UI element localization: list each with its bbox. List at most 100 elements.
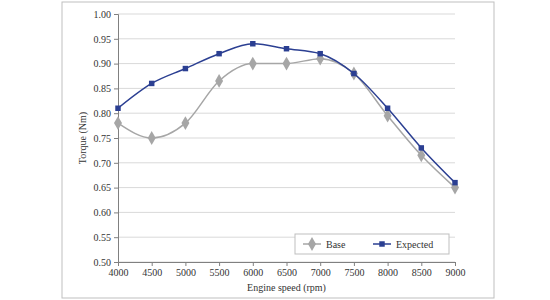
x-tick-mark	[185, 262, 186, 266]
x-tick: 5000	[176, 262, 196, 278]
x-tick: 4000	[109, 262, 129, 278]
series-marker	[181, 116, 189, 130]
y-tick: 0.90	[94, 58, 119, 69]
y-tick: 0.80	[94, 108, 119, 119]
y-tick-label: 0.95	[94, 34, 112, 45]
y-tick: 0.50	[94, 257, 119, 268]
y-tick-mark	[114, 14, 118, 15]
series-marker	[215, 74, 223, 88]
y-tick-mark	[114, 138, 118, 139]
y-tick: 0.55	[94, 232, 119, 243]
grid-line	[118, 38, 455, 39]
grid-line	[118, 187, 455, 188]
y-tick: 0.95	[94, 34, 119, 45]
y-tick: 0.70	[94, 158, 119, 169]
series-marker	[351, 71, 356, 76]
legend-entry: Expected	[373, 239, 433, 250]
x-tick: 4500	[142, 262, 162, 278]
x-tick-label: 6000	[243, 267, 263, 278]
x-tick-mark	[354, 262, 355, 266]
x-tick: 6000	[243, 262, 263, 278]
y-tick-mark	[114, 212, 118, 213]
x-tick-label: 4000	[109, 267, 129, 278]
series-marker	[452, 180, 457, 185]
x-tick-mark	[287, 262, 288, 266]
x-tick-mark	[152, 262, 153, 266]
grid	[118, 14, 455, 262]
series-marker	[419, 145, 424, 150]
series-marker	[249, 57, 257, 71]
legend: Base Expected	[295, 234, 449, 254]
y-tick: 0.65	[94, 182, 119, 193]
y-tick: 1.00	[94, 9, 119, 20]
y-tick-mark	[114, 188, 118, 189]
series-marker	[283, 57, 291, 71]
x-tick-mark	[253, 262, 254, 266]
y-axis-title: Torque (Nm)	[77, 112, 89, 164]
x-tick: 9000	[446, 262, 466, 278]
series-marker	[317, 51, 322, 56]
legend-box	[295, 234, 449, 254]
grid-line	[118, 88, 455, 89]
series-marker	[451, 181, 459, 195]
y-tick-mark	[114, 88, 118, 89]
x-tick-label: 9000	[446, 267, 466, 278]
x-tick: 6500	[277, 262, 297, 278]
grid-line	[118, 162, 455, 163]
y-tick-label: 0.75	[94, 133, 112, 144]
y-axis-line	[114, 15, 119, 263]
y-tick-label: 0.70	[94, 158, 112, 169]
y-tick-mark	[114, 64, 118, 65]
x-tick-label: 4500	[142, 267, 162, 278]
y-tick: 0.75	[94, 133, 119, 144]
y-tick-mark	[114, 262, 118, 263]
legend-label: Base	[326, 239, 346, 250]
series-marker	[148, 131, 156, 145]
grid-line	[118, 138, 455, 139]
x-tick-label: 5000	[176, 267, 196, 278]
series-line	[118, 59, 455, 188]
y-tick-mark	[114, 39, 118, 40]
x-tick: 7000	[311, 262, 331, 278]
y-tick-label: 0.90	[94, 58, 112, 69]
series-marker	[385, 106, 390, 111]
series-marker	[149, 81, 154, 86]
legend-entry: Base	[303, 237, 346, 251]
grid-line	[118, 113, 455, 114]
y-tick-label: 0.80	[94, 108, 112, 119]
legend-marker	[308, 237, 316, 251]
marks	[114, 41, 459, 194]
series-marker	[350, 67, 358, 81]
x-axis-line	[119, 263, 456, 267]
y-tick-label: 0.65	[94, 182, 112, 193]
grid-line	[118, 212, 455, 213]
x-axis-title: Engine speed (rpm)	[247, 282, 326, 294]
y-tick-label: 0.85	[94, 83, 112, 94]
chart: 0.50 0.55 0.60 0.65 0.70 0.75 0.80 0.85 0.90 0.95…	[0, 0, 550, 300]
series-marker	[216, 51, 221, 56]
series-line	[118, 44, 455, 183]
series-marker	[250, 41, 255, 46]
x-tick-mark	[455, 262, 456, 266]
series-marker	[114, 116, 122, 130]
y-tick-mark	[114, 163, 118, 164]
x-tick-mark	[219, 262, 220, 266]
chart-frame	[62, 2, 494, 298]
x-tick-mark	[320, 262, 321, 266]
y-tick: 0.60	[94, 207, 119, 218]
plot: 0.50 0.55 0.60 0.65 0.70 0.75 0.80 0.85 0.90 0.95…	[94, 9, 466, 278]
x-tick-label: 8500	[412, 267, 432, 278]
x-tick: 8500	[412, 262, 432, 278]
x-tick: 8000	[378, 262, 398, 278]
grid-line	[118, 14, 455, 15]
legend-label: Expected	[396, 239, 433, 250]
y-tick-label: 0.50	[94, 257, 112, 268]
x-tick-label: 7000	[311, 267, 331, 278]
y-axis: 0.50 0.55 0.60 0.65 0.70 0.75 0.80 0.85 0.90 0.95…	[94, 9, 119, 268]
x-tick-label: 7500	[344, 267, 364, 278]
x-tick-mark	[388, 262, 389, 266]
x-tick-label: 8000	[378, 267, 398, 278]
x-axis: 4000450050005500600065007000750080008500…	[109, 262, 466, 278]
series-marker	[183, 66, 188, 71]
series-marker	[284, 46, 289, 51]
